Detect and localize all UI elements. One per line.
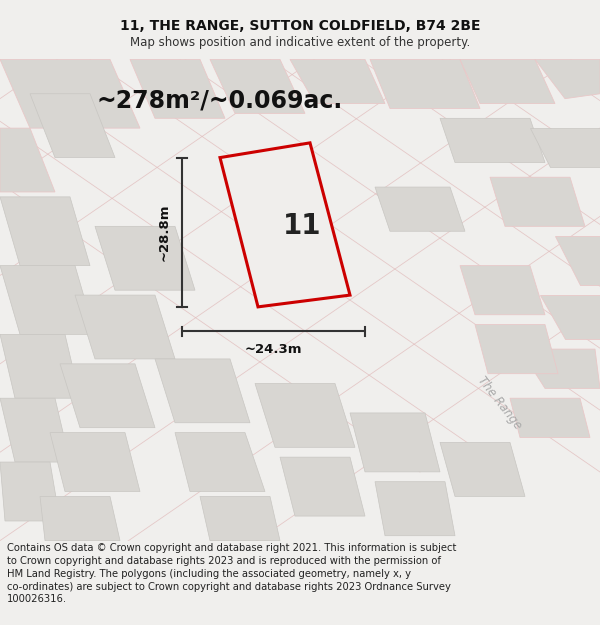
Polygon shape [375,482,455,536]
Polygon shape [350,413,440,472]
Polygon shape [460,59,555,104]
Text: ~24.3m: ~24.3m [245,342,302,356]
Polygon shape [520,349,600,388]
Polygon shape [0,398,70,462]
Polygon shape [540,295,600,339]
Text: The Range: The Range [475,374,524,432]
Polygon shape [440,118,545,162]
Polygon shape [40,496,120,541]
Polygon shape [510,398,590,437]
Polygon shape [440,442,525,496]
Polygon shape [555,236,600,285]
Text: 11: 11 [283,212,322,239]
Polygon shape [370,59,480,109]
Polygon shape [280,457,365,516]
Text: ~28.8m: ~28.8m [157,204,170,261]
Polygon shape [0,197,90,266]
Text: Map shows position and indicative extent of the property.: Map shows position and indicative extent… [130,36,470,49]
Polygon shape [290,59,385,104]
Text: Contains OS data © Crown copyright and database right 2021. This information is : Contains OS data © Crown copyright and d… [7,543,457,604]
Text: ~278m²/~0.069ac.: ~278m²/~0.069ac. [97,89,343,112]
Polygon shape [155,359,250,423]
Polygon shape [200,496,280,541]
Polygon shape [0,462,60,521]
Polygon shape [220,143,350,307]
Polygon shape [490,177,585,226]
Polygon shape [30,94,115,158]
Polygon shape [95,226,195,290]
Polygon shape [75,295,175,359]
Polygon shape [0,128,55,192]
Polygon shape [130,59,225,118]
Polygon shape [0,59,140,128]
Polygon shape [0,266,95,334]
Polygon shape [460,266,545,315]
Polygon shape [475,324,558,374]
Polygon shape [535,59,600,99]
Polygon shape [0,334,80,398]
Polygon shape [210,59,305,113]
Polygon shape [375,187,465,231]
Text: 11, THE RANGE, SUTTON COLDFIELD, B74 2BE: 11, THE RANGE, SUTTON COLDFIELD, B74 2BE [120,19,480,33]
Polygon shape [175,432,265,491]
Polygon shape [255,384,355,448]
Polygon shape [60,364,155,428]
Polygon shape [530,128,600,168]
Polygon shape [50,432,140,491]
